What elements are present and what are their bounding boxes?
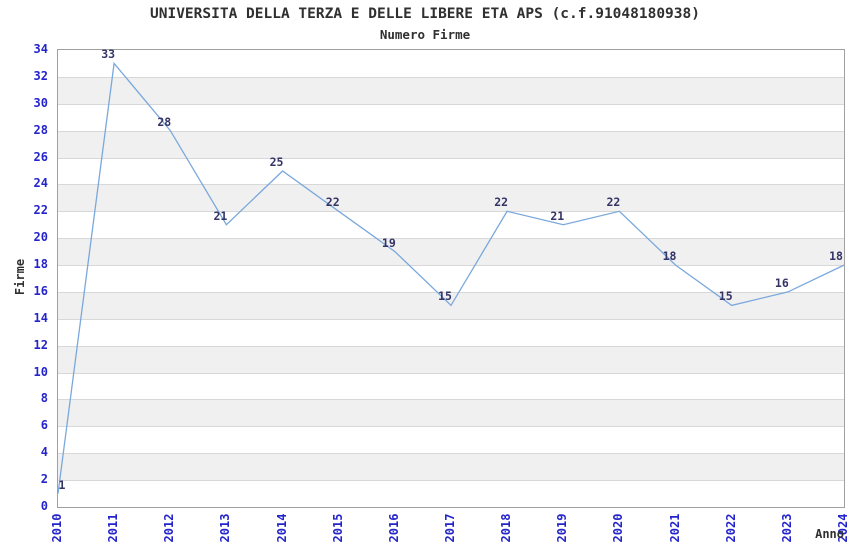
plot-area: 1 33 28 21 25 22 19 15 22 21 22 18 15 16 18 <box>57 47 845 508</box>
y-tick-label: 18 <box>33 257 48 272</box>
y-tick-label: 16 <box>33 283 48 298</box>
point-label: 22 <box>606 195 621 210</box>
gridline <box>58 238 844 239</box>
gridline <box>58 211 844 212</box>
gridline <box>58 131 844 132</box>
band <box>58 130 844 158</box>
line-series <box>58 61 844 494</box>
point-label: 18 <box>829 249 843 264</box>
y-tick-label: 26 <box>33 149 48 164</box>
point-label: 22 <box>325 195 340 210</box>
point-label: 15 <box>718 289 733 304</box>
data-line <box>58 61 844 494</box>
band <box>58 399 844 427</box>
band <box>58 76 844 104</box>
y-tick-label: 30 <box>33 95 48 110</box>
x-tick-label: 2021 <box>667 513 682 543</box>
x-tick-label: 2013 <box>218 513 233 543</box>
x-tick-label: 2017 <box>443 513 457 543</box>
x-tick-label: 2011 <box>106 513 121 543</box>
gridline <box>58 399 844 400</box>
gridline <box>58 453 844 454</box>
point-label: 15 <box>438 289 452 304</box>
gridline <box>58 77 844 78</box>
y-tick-label: 32 <box>33 68 48 83</box>
y-tick-label: 24 <box>33 176 48 191</box>
x-tick-label: 2014 <box>274 513 289 543</box>
point-label: 25 <box>269 154 284 169</box>
point-label: 21 <box>213 208 228 223</box>
band <box>58 453 844 481</box>
x-tick-label: 2019 <box>555 513 570 543</box>
y-tick-label: 12 <box>33 337 48 352</box>
y-tick-label: 22 <box>33 203 48 218</box>
x-tick-label: 2022 <box>723 513 738 543</box>
gridline <box>58 158 844 159</box>
x-tick-label: 2020 <box>611 513 626 543</box>
point-label: 33 <box>101 47 116 62</box>
x-tick-label: 2010 <box>50 513 64 543</box>
point-label: 18 <box>662 249 677 264</box>
band <box>58 238 844 266</box>
point-label: 19 <box>381 235 396 250</box>
y-tick-label: 4 <box>40 445 48 460</box>
gridline <box>58 104 844 105</box>
y-tick-label: 20 <box>33 230 48 245</box>
y-tick-label: 34 <box>33 42 48 56</box>
x-tick-label: 2015 <box>330 513 345 543</box>
gridline <box>58 292 844 293</box>
gridline <box>58 319 844 320</box>
gridline <box>58 373 844 374</box>
y-tick-label: 10 <box>33 364 48 379</box>
point-label: 21 <box>550 208 565 223</box>
x-tick-label: 2012 <box>162 513 177 543</box>
band <box>58 184 844 212</box>
x-tick-label: 2016 <box>386 513 401 543</box>
band <box>58 345 844 373</box>
y-tick-label: 28 <box>33 122 48 137</box>
y-tick-label: 2 <box>40 472 48 487</box>
chart-subtitle: Numero Firme <box>379 27 471 42</box>
y-tick-label: 0 <box>40 499 48 513</box>
gridline <box>58 346 844 347</box>
x-tick-label: 2018 <box>499 513 514 543</box>
point-label: 28 <box>157 114 172 129</box>
point-label: 16 <box>774 275 789 290</box>
gridline <box>58 426 844 427</box>
gridline <box>58 265 844 266</box>
y-axis-label: Firme <box>13 258 27 296</box>
point-label: 22 <box>494 195 509 210</box>
y-tick-label: 14 <box>33 310 48 325</box>
chart-title: UNIVERSITA DELLA TERZA E DELLE LIBERE ET… <box>150 6 700 22</box>
y-tick-label: 6 <box>40 418 48 433</box>
gridline <box>58 480 844 481</box>
gridline <box>58 184 844 185</box>
y-tick-label: 8 <box>40 391 48 406</box>
x-axis-label: Anno <box>815 527 844 541</box>
point-label: 1 <box>58 477 66 492</box>
